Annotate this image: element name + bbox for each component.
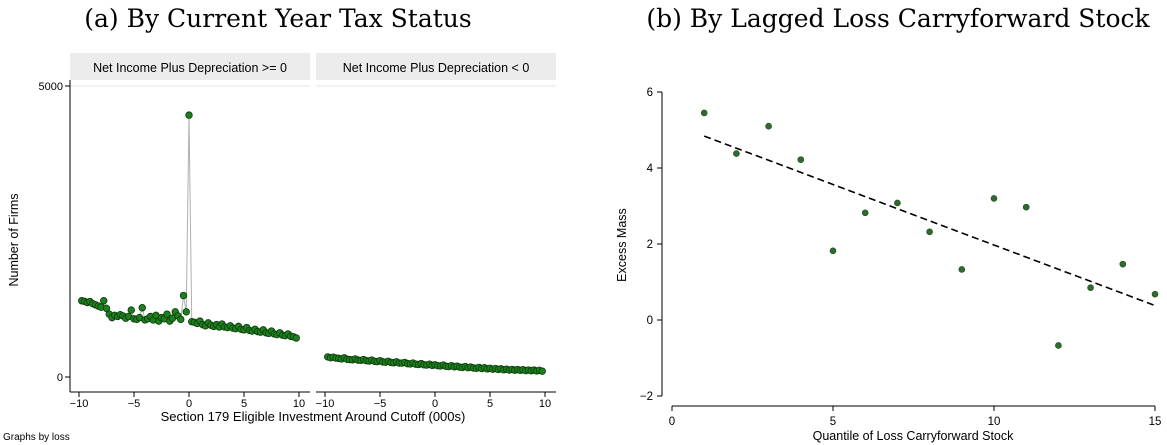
panel-2-points <box>324 353 546 375</box>
x-tick-label: 5 <box>830 416 836 428</box>
data-point <box>177 315 185 324</box>
data-point <box>100 297 108 305</box>
x-tick-label: −10 <box>316 398 335 410</box>
data-point <box>1022 203 1030 211</box>
data-point <box>182 308 190 316</box>
x-tick-label: 10 <box>988 416 1001 428</box>
points-b <box>700 109 1159 349</box>
panel-1-title: Net Income Plus Depreciation >= 0 <box>93 61 287 75</box>
x-ticks-b: 0 5 10 15 <box>669 406 1162 428</box>
x-tick-label: 10 <box>293 398 305 410</box>
x-tick-label: 0 <box>669 416 675 428</box>
data-point <box>733 150 740 157</box>
y-tick-label: −2 <box>640 391 653 403</box>
x-tick-label: −10 <box>70 398 89 410</box>
chart-b-xlabel: Quantile of Loss Carryforward Stock <box>813 429 1015 443</box>
data-point <box>185 111 193 119</box>
series-line <box>81 115 297 339</box>
data-point <box>1055 342 1062 349</box>
data-point <box>102 304 111 313</box>
y-tick-label: 5000 <box>39 81 63 93</box>
data-point <box>163 310 171 318</box>
chart-a-xlabel: Section 179 Eligible Investment Around C… <box>161 409 466 424</box>
chart-a-note: Graphs by loss <box>3 432 70 443</box>
panel-1-header <box>70 53 310 80</box>
x-tick-label: 15 <box>1149 416 1162 428</box>
chart-b-ylabel: Excess Mass <box>615 208 629 282</box>
chart-a-ylabel: Number of Firms <box>7 193 21 286</box>
data-point <box>765 122 772 130</box>
data-point <box>138 304 146 312</box>
x-tick-label: 5 <box>487 398 493 410</box>
y-ticks-a: 0 5000 <box>39 81 70 384</box>
data-point <box>538 367 546 375</box>
panel-1-points <box>78 111 300 342</box>
data-point <box>292 334 300 342</box>
chart-a: (a) By Current Year Tax Status Net Incom… <box>3 4 556 443</box>
panel-2-header <box>316 53 556 80</box>
x-tick-label: 5 <box>241 398 247 410</box>
y-tick-label: 4 <box>647 163 654 175</box>
y-tick-label: 0 <box>57 372 63 384</box>
data-point <box>700 109 708 117</box>
data-point <box>829 247 837 255</box>
data-point <box>926 228 933 236</box>
data-point <box>1087 284 1094 292</box>
chart-a-title: (a) By Current Year Tax Status <box>84 4 472 33</box>
y-ticks-b: −2 0 2 4 6 <box>640 87 662 403</box>
data-point <box>179 291 188 300</box>
data-point <box>127 306 135 314</box>
x-tick-label: −5 <box>128 398 141 410</box>
data-point <box>1119 260 1127 268</box>
x-tick-label: −5 <box>374 398 387 410</box>
fit-line-b <box>703 135 1156 307</box>
panel-2-title: Net Income Plus Depreciation < 0 <box>343 61 530 75</box>
x-tick-label: 0 <box>432 398 438 410</box>
data-point <box>990 195 998 202</box>
data-point <box>958 266 966 273</box>
x-tick-label: 0 <box>186 398 192 410</box>
y-tick-label: 6 <box>647 87 653 99</box>
chart-b-title: (b) By Lagged Loss Carryforward Stock <box>646 4 1150 33</box>
x-tick-label: 10 <box>539 398 551 410</box>
y-tick-label: 2 <box>647 239 653 251</box>
data-point <box>861 209 869 217</box>
data-point <box>894 199 901 207</box>
data-point <box>1151 290 1159 298</box>
chart-b: (b) By Lagged Loss Carryforward Stock −2… <box>615 4 1161 443</box>
y-tick-label: 0 <box>647 315 653 327</box>
x-ticks-a: −10 −5 0 5 10 −10 −5 0 5 10 <box>70 392 551 410</box>
data-point <box>797 156 805 163</box>
